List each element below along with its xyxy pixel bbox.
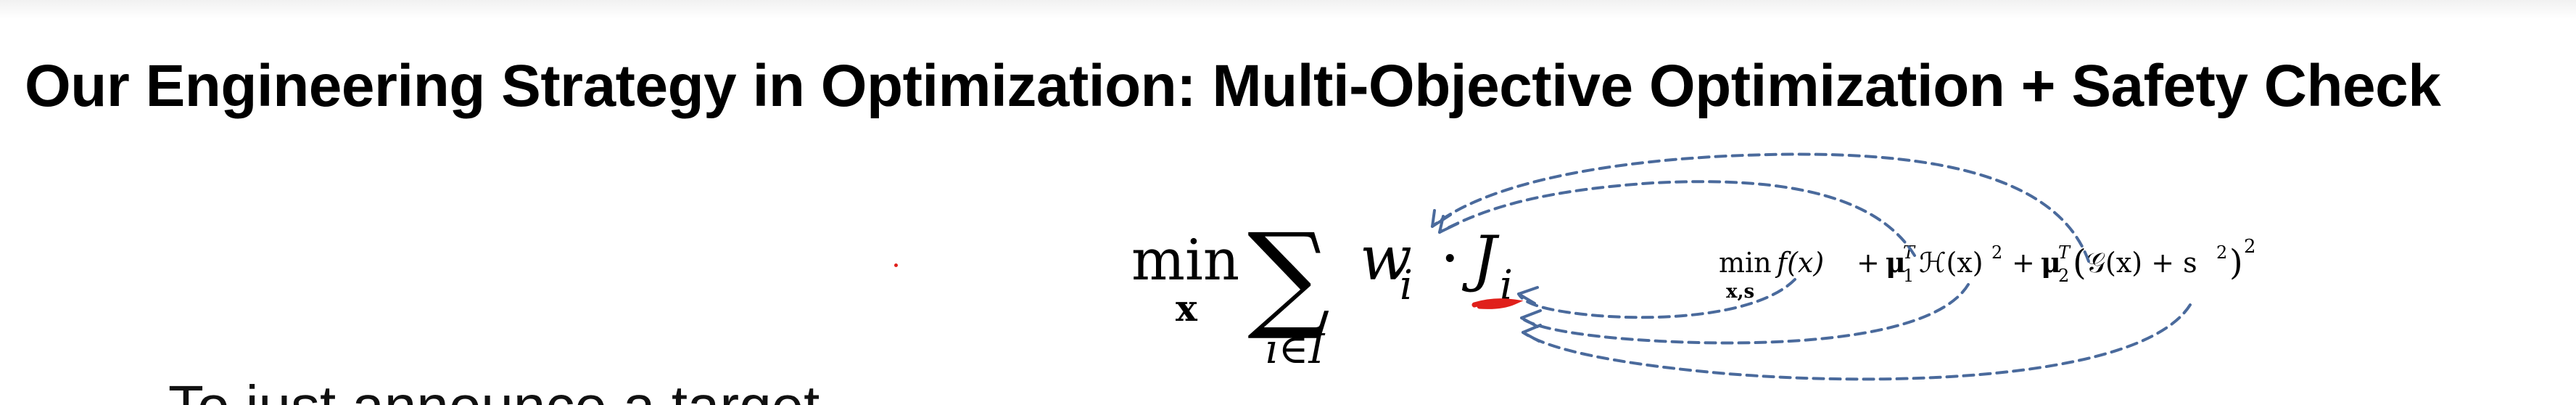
sum-symbol: ∑	[1247, 208, 1330, 343]
objective-symbol: J	[1461, 223, 1500, 294]
main-formula: min x ∑ i∈I w i · J i	[1131, 208, 1524, 373]
cutoff-bullet-text: To just announce a target	[168, 377, 820, 405]
red-underline	[1471, 298, 1524, 309]
weight-subscript: i	[1400, 262, 1413, 309]
weight-symbol: w	[1360, 223, 1412, 294]
f-term: f(x)	[1775, 247, 1824, 279]
sum-index: i∈I	[1266, 326, 1326, 373]
arrowhead-objective-1	[1517, 286, 1539, 305]
multiply-dot: ·	[1440, 223, 1460, 294]
dashed-arrows	[1431, 152, 2192, 381]
arrow-from-h-to-weight	[1438, 180, 1916, 257]
outer-superscript: 2	[2244, 236, 2256, 258]
arrowhead-objective-2	[1520, 309, 1542, 328]
sub-formula: min x,s f(x) + μ 1 T ℋ(x) 2 + μ 2 T ( 𝒢(…	[1719, 236, 2256, 303]
arrowhead-objective-3	[1522, 324, 1542, 343]
arrow-heads	[1431, 209, 1542, 343]
mu2-subscript: 2	[2058, 266, 2069, 286]
sub-min-operator: min	[1719, 247, 1772, 279]
arrow-from-s-to-objective	[1522, 303, 2192, 381]
mu1-subscript: 1	[1903, 266, 1914, 286]
sub-min-subscript: x,s	[1726, 281, 1754, 303]
slide-title: Our Engineering Strategy in Optimization…	[25, 53, 2441, 119]
top-shade	[0, 0, 2576, 19]
red-dot-marker	[894, 263, 898, 267]
mu1-superscript: T	[1903, 242, 1916, 263]
g-term: 𝒢(x) + s	[2086, 247, 2197, 279]
min-subscript: x	[1176, 287, 1198, 330]
plus-sign-2: +	[2012, 247, 2035, 279]
mu1-symbol: μ	[1886, 246, 1906, 279]
arrowhead-weight-2	[1438, 215, 1459, 234]
arrow-from-g-to-weight	[1431, 152, 2090, 263]
min-operator: min	[1131, 228, 1239, 293]
s-superscript: 2	[2216, 242, 2227, 263]
g-open-paren: (	[2073, 242, 2086, 283]
plus-sign-1: +	[1857, 247, 1880, 279]
arrow-from-f-to-objective	[1517, 278, 1796, 319]
arrow-from-mu1-to-objective	[1520, 283, 1970, 345]
h-superscript: 2	[1991, 242, 2002, 263]
objective-subscript: i	[1500, 262, 1513, 309]
h-term: ℋ(x)	[1919, 247, 1983, 279]
mu2-symbol: μ	[2041, 246, 2061, 279]
g-close-paren: )	[2229, 242, 2243, 283]
mu2-superscript: T	[2058, 242, 2071, 263]
